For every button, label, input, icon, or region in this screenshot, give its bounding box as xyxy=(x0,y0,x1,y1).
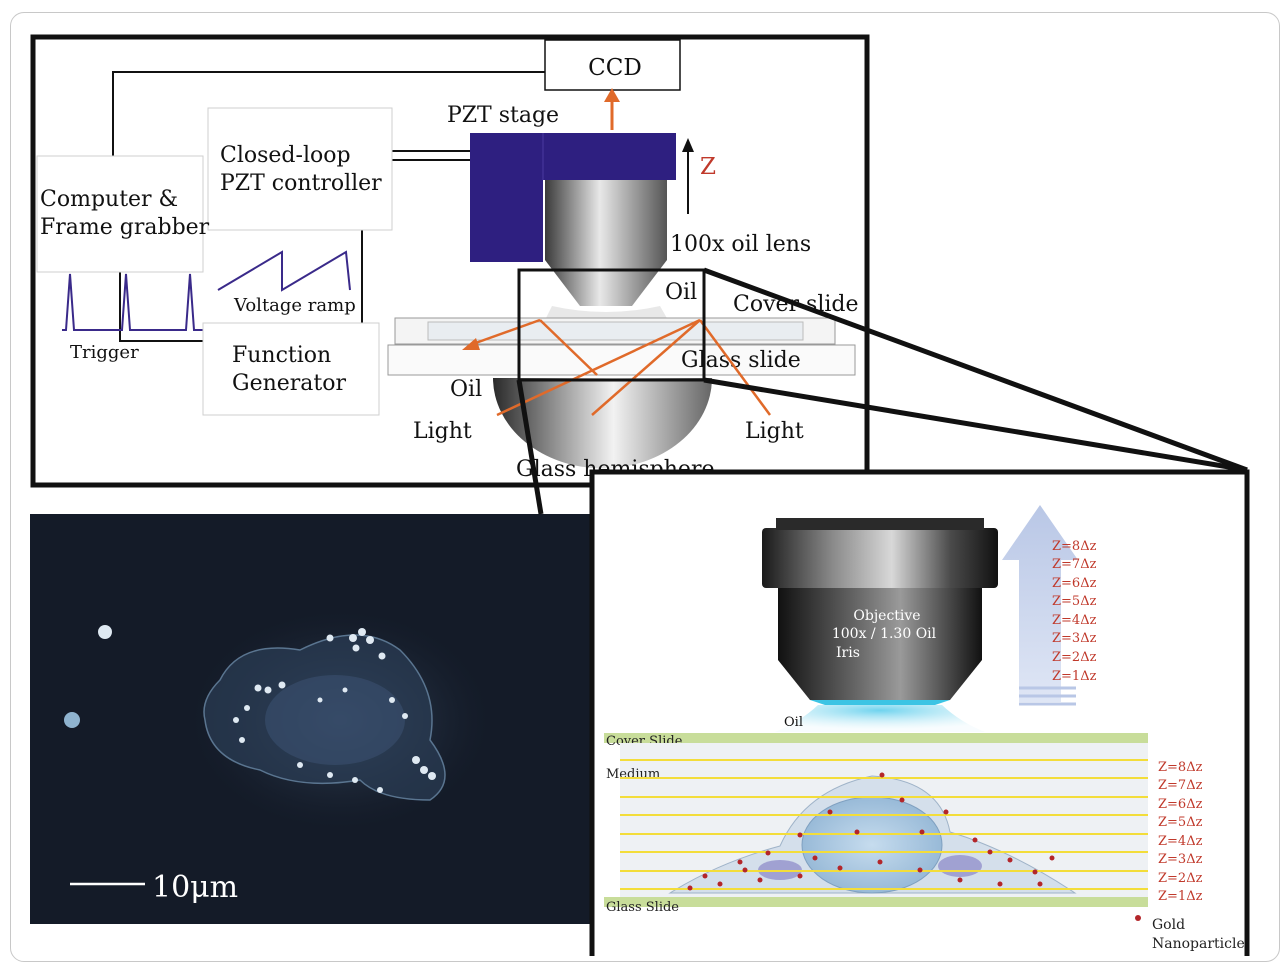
computer-label-2: Frame grabber xyxy=(40,215,210,240)
objective-tip xyxy=(778,660,982,700)
z-step-label: Z=7Δz xyxy=(1052,557,1097,572)
cell-nucleus-detail xyxy=(801,796,943,894)
controller-label-1: Closed-loop xyxy=(220,143,351,168)
objective-light xyxy=(810,700,950,705)
z-step-label: Z=3Δz xyxy=(1052,631,1097,646)
light-right-label: Light xyxy=(745,419,804,444)
gold-nanoparticles xyxy=(687,772,1055,891)
function-generator-box xyxy=(202,322,380,416)
z-plane-label: Z=5Δz xyxy=(1158,815,1203,830)
glass-slide-label: Glass slide xyxy=(681,348,801,373)
z-scan-arrow-base xyxy=(1019,686,1076,706)
ccd-box xyxy=(544,39,681,91)
light-left-label: Light xyxy=(413,419,472,444)
focal-planes xyxy=(620,759,1148,890)
z-plane-label: Z=8Δz xyxy=(1158,760,1203,775)
computer-label-1: Computer & xyxy=(40,187,178,212)
glass-hemisphere-shape xyxy=(493,378,712,469)
voltage-ramp-label: Voltage ramp xyxy=(233,295,356,316)
nanoparticles-micro xyxy=(64,625,436,793)
objective-top xyxy=(776,518,984,530)
z-arrow-head xyxy=(682,138,694,152)
z-step-label: Z=4Δz xyxy=(1052,613,1097,628)
z-step-label: Z=5Δz xyxy=(1052,594,1097,609)
controller-box xyxy=(207,107,393,231)
setup-panel: CCD PZT stage Closed-loop PZT controller… xyxy=(30,34,870,488)
z-steps-planes: Z=8Δz Z=7Δz Z=6Δz Z=5Δz Z=4Δz Z=3Δz Z=2Δ… xyxy=(1158,760,1203,904)
computer-box xyxy=(36,155,204,273)
gold-legend-marker xyxy=(1135,915,1141,921)
z-plane-label: Z=3Δz xyxy=(1158,852,1203,867)
ccd-arrow-head xyxy=(604,88,620,102)
gold-legend-label-2: Nanoparticle xyxy=(1152,936,1245,952)
glass-slide-detail xyxy=(604,897,1148,907)
z-step-label: Z=1Δz xyxy=(1052,669,1097,684)
glass-slide-detail-label: Glass Slide xyxy=(606,900,679,915)
zoom-region xyxy=(517,268,706,382)
z-plane-label: Z=2Δz xyxy=(1158,871,1203,886)
gold-legend-label-1: Gold xyxy=(1152,917,1185,933)
cover-slide-detail xyxy=(604,733,1148,743)
z-step-label: Z=8Δz xyxy=(1052,539,1097,554)
light-rays xyxy=(469,318,772,417)
micrograph-panel: 10μm xyxy=(30,514,590,924)
z-step-label: Z=6Δz xyxy=(1052,576,1097,591)
oil-top-label: Oil xyxy=(665,280,697,305)
lens-label: 100x oil lens xyxy=(670,232,811,257)
z-step-label: Z=2Δz xyxy=(1052,650,1097,665)
pzt-stage-label: PZT stage xyxy=(447,103,559,128)
z-plane-label: Z=7Δz xyxy=(1158,778,1203,793)
objective-label-1: Objective xyxy=(853,608,920,624)
zoom-connectors xyxy=(516,267,1248,515)
objective-label-2: 100x / 1.30 Oil xyxy=(832,626,937,642)
objective-label-3: Iris xyxy=(836,645,860,661)
controller-label-2: PZT controller xyxy=(220,171,382,196)
medium-label: Medium xyxy=(606,767,660,782)
function-label-2: Generator xyxy=(232,371,347,396)
objective-collar xyxy=(762,528,998,588)
z-plane-label: Z=6Δz xyxy=(1158,797,1203,812)
function-label-1: Function xyxy=(232,343,331,368)
z-plane-label: Z=4Δz xyxy=(1158,834,1203,849)
trigger-waveform xyxy=(62,273,204,331)
wiring xyxy=(112,71,545,342)
objective-barrel xyxy=(778,588,982,660)
pzt-stage-shape xyxy=(470,133,676,262)
ccd-label: CCD xyxy=(588,55,642,81)
z-scan-arrow xyxy=(1002,505,1078,702)
z-steps-arrow: Z=8Δz Z=7Δz Z=6Δz Z=5Δz Z=4Δz Z=3Δz Z=2Δ… xyxy=(1052,539,1097,684)
oil-immersion xyxy=(775,705,985,732)
z-plane-label: Z=1Δz xyxy=(1158,889,1203,904)
z-axis-label: Z xyxy=(700,154,716,180)
detail-panel: Z=8Δz Z=7Δz Z=6Δz Z=5Δz Z=4Δz Z=3Δz Z=2Δ… xyxy=(589,469,1250,956)
oil-bottom-label: Oil xyxy=(450,377,482,402)
trigger-label: Trigger xyxy=(70,342,139,363)
scale-bar-label: 10μm xyxy=(152,870,238,905)
voltage-ramp-waveform xyxy=(217,250,351,292)
objective-lens-body xyxy=(545,180,667,260)
oil-label: Oil xyxy=(784,715,803,730)
oil-drop-top xyxy=(545,306,668,320)
cell-nucleus xyxy=(265,675,405,765)
